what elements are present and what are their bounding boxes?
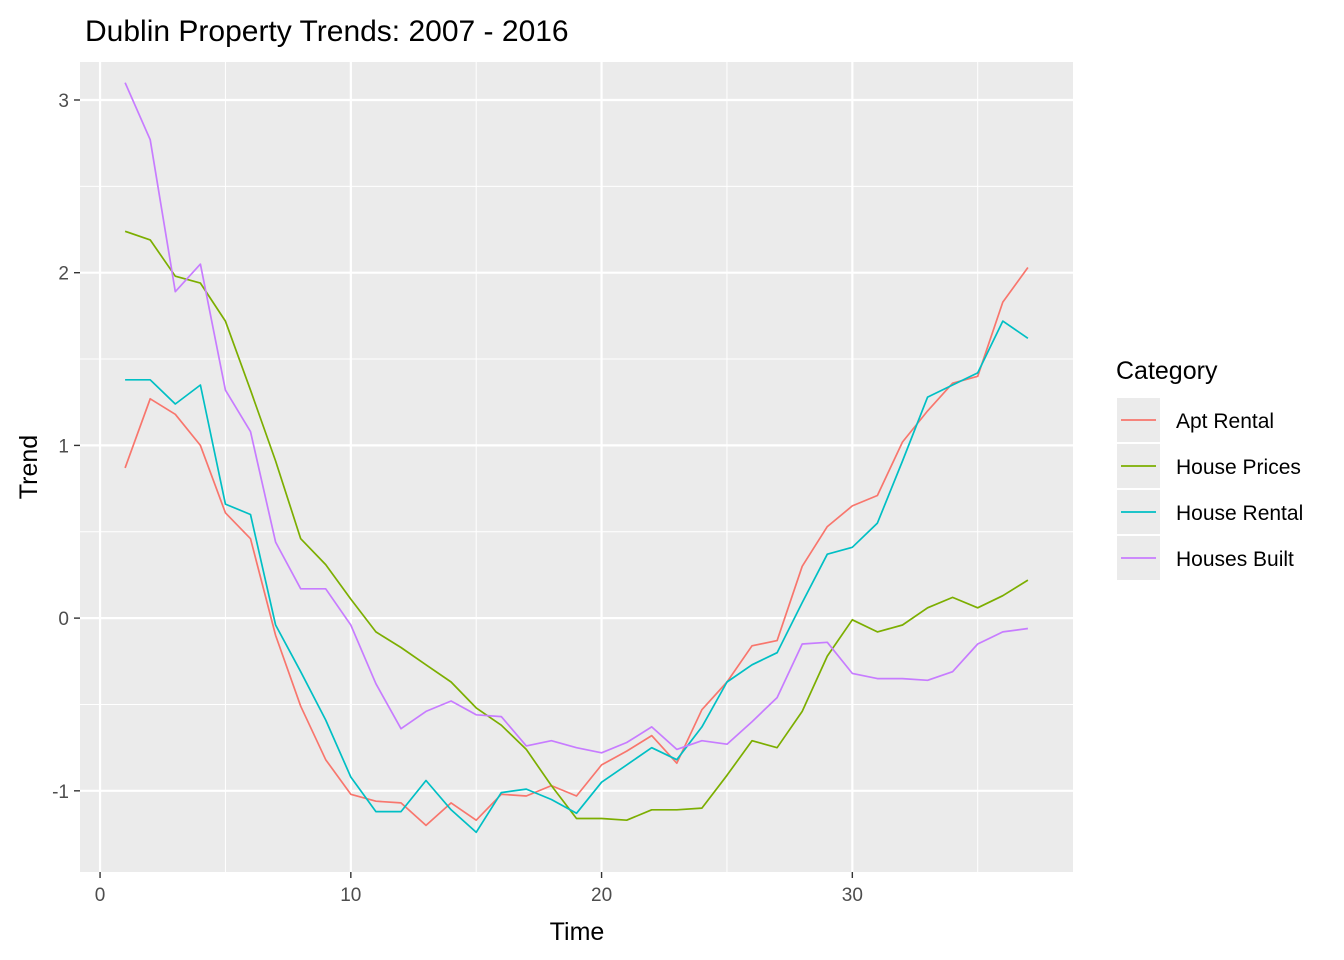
legend-label-house-rental: House Rental — [1176, 502, 1303, 525]
legend-title: Category — [1116, 357, 1218, 385]
plot-panel — [80, 62, 1073, 872]
series-line-house-prices — [124, 230, 1029, 822]
x-axis: 0 10 20 30 — [95, 872, 863, 906]
y-tick-label: 3 — [58, 91, 69, 112]
chart-title: Dublin Property Trends: 2007 - 2016 — [85, 15, 569, 48]
major-gridlines — [80, 62, 1073, 872]
series-line-house-rental — [125, 320, 1029, 834]
legend-items: Apt Rental House Prices House Rental Houses… — [1117, 398, 1303, 580]
y-tick-label: 2 — [58, 264, 69, 285]
y-axis-title: Trend — [15, 435, 43, 499]
x-axis-title: Time — [550, 918, 605, 946]
legend-label-houses-built: Houses Built — [1176, 548, 1294, 571]
x-tick-label: 30 — [842, 885, 863, 906]
x-tick-label: 20 — [591, 885, 612, 906]
x-tick-label: 0 — [95, 885, 106, 906]
legend: Category Apt Rental House Prices House Ren… — [1116, 357, 1303, 580]
legend-label-apt-rental: Apt Rental — [1176, 410, 1274, 433]
x-tick-label: 10 — [340, 885, 361, 906]
series-lines — [124, 82, 1029, 834]
y-tick-label: -1 — [52, 782, 69, 803]
y-axis: -1 0 1 2 3 — [52, 91, 80, 803]
minor-gridlines — [80, 62, 1073, 872]
y-tick-label: 1 — [58, 436, 69, 457]
series-line-apt-rental — [124, 267, 1029, 827]
legend-label-house-prices: House Prices — [1176, 456, 1301, 479]
series-line-houses-built — [124, 82, 1029, 754]
y-tick-label: 0 — [58, 609, 69, 630]
